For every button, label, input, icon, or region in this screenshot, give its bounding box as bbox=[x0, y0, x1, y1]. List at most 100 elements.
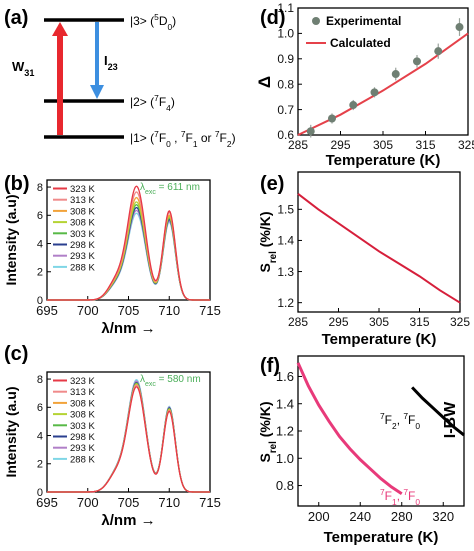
legend-label-experimental: Experimental bbox=[326, 14, 401, 28]
x-axis-label: λ/nm → bbox=[101, 320, 155, 337]
label-tail: (%/K) bbox=[257, 402, 273, 442]
subscript: 0 bbox=[166, 139, 171, 149]
y-tick-label: 0.9 bbox=[277, 52, 294, 66]
superscript: 7 bbox=[154, 129, 159, 139]
label-tail: (%/K) bbox=[257, 212, 273, 252]
y-tick-label: 1.0 bbox=[276, 451, 294, 466]
legend-label: 293 K bbox=[70, 443, 95, 454]
y-tick-label: 4 bbox=[37, 430, 43, 442]
legend-label: 323 K bbox=[70, 184, 95, 195]
label-main: W bbox=[12, 59, 25, 74]
x-axis-label: λ/nm → bbox=[101, 512, 155, 529]
subscript: 0 bbox=[167, 22, 172, 32]
subscript: 4 bbox=[166, 103, 171, 113]
label-tail: = 580 nm bbox=[156, 374, 201, 385]
x-tick-label: 315 bbox=[415, 138, 435, 152]
x-tick-label: 200 bbox=[308, 509, 330, 524]
x-tick-label: 325 bbox=[450, 315, 470, 329]
experimental-point bbox=[306, 127, 315, 136]
y-tick-label: 1.5 bbox=[277, 203, 294, 217]
label-tail: , bbox=[171, 131, 181, 145]
subscript: 0 bbox=[415, 497, 420, 507]
panel-label: (d) bbox=[260, 7, 286, 29]
superscript: 7 bbox=[380, 487, 385, 497]
y-tick-label: 0.6 bbox=[277, 128, 294, 142]
legend-label: 323 K bbox=[70, 376, 95, 387]
x-tick-label: 715 bbox=[199, 303, 221, 318]
spectrum-line bbox=[47, 185, 210, 301]
y-axis-label: Srel (%/K) bbox=[257, 402, 279, 463]
emission-arrowhead bbox=[90, 85, 104, 99]
legend-label: 293 K bbox=[70, 251, 95, 262]
energy-level-diagram: |3> (5D0)|2> (7F4)|1> (7F0 , 7F1 or 7F2)… bbox=[12, 12, 236, 149]
x-tick-label: 700 bbox=[77, 495, 99, 510]
y-tick-label: 1.4 bbox=[276, 396, 294, 411]
series-label-1: 7F1, 7F0 bbox=[380, 487, 420, 507]
y-tick-label: 2 bbox=[37, 459, 43, 471]
x-axis-label: Temperature (K) bbox=[326, 152, 441, 169]
legend-label: 308 K bbox=[70, 398, 95, 409]
level-label-2: |2> (7F4) bbox=[130, 93, 175, 113]
excitation-annotation: λexc = 611 nm bbox=[140, 182, 200, 196]
level-prefix: |2> ( bbox=[130, 95, 154, 109]
panel-label: (e) bbox=[260, 173, 284, 195]
level-label-3: |3> (5D0) bbox=[130, 12, 176, 32]
x-tick-label: 295 bbox=[330, 138, 350, 152]
subscript: rel bbox=[268, 251, 279, 263]
spectrum-line bbox=[47, 386, 210, 493]
y-tick-label: 8 bbox=[37, 374, 43, 386]
label-tail: , bbox=[397, 413, 404, 427]
subscript: exc bbox=[145, 381, 156, 388]
subscript: 31 bbox=[24, 68, 34, 78]
y-tick-label: 1.2 bbox=[276, 424, 294, 439]
y-tick-label: 6 bbox=[37, 210, 43, 222]
term-symbol: D bbox=[159, 14, 168, 28]
x-tick-label: 240 bbox=[349, 509, 371, 524]
y-tick-label: 1.3 bbox=[277, 265, 294, 279]
label-tail: ) bbox=[232, 131, 236, 145]
chart-b: 695 700 705 710 715 0 2 4 6 8 λ/nm → Intensity (a.u… bbox=[3, 179, 221, 337]
term-symbol: F bbox=[220, 131, 227, 145]
superscript: 7 bbox=[403, 411, 408, 421]
series-label-2: 7F2, 7F0 bbox=[380, 411, 420, 431]
y-axis-label: Δ bbox=[255, 76, 274, 88]
x-tick-label: 705 bbox=[118, 303, 140, 318]
x-tick-label: 285 bbox=[288, 315, 308, 329]
sensitivity-line-1 bbox=[296, 362, 403, 495]
subscript: rel bbox=[268, 441, 279, 453]
term-symbol: F bbox=[408, 413, 415, 427]
plot-frame bbox=[297, 355, 465, 507]
subscript: exc bbox=[145, 189, 156, 196]
legend-label: 308 K bbox=[70, 206, 95, 217]
superscript: 7 bbox=[403, 487, 408, 497]
panel-label: (a) bbox=[4, 7, 28, 29]
subscript: 23 bbox=[108, 62, 118, 72]
experimental-point bbox=[349, 101, 358, 110]
y-tick-label: 0 bbox=[37, 487, 43, 499]
y-tick-label: 0.8 bbox=[276, 478, 294, 493]
x-tick-label: 325 bbox=[458, 138, 474, 152]
level-prefix: |3> ( bbox=[130, 14, 154, 28]
label-tail: ) bbox=[172, 14, 176, 28]
y-tick-label: 1.1 bbox=[277, 1, 294, 15]
y-tick-label: 0 bbox=[37, 295, 43, 307]
experimental-point bbox=[434, 47, 443, 56]
legend-label: 303 K bbox=[70, 421, 95, 432]
label-main: λ bbox=[140, 182, 145, 193]
y-tick-label: 1.0 bbox=[277, 27, 294, 41]
label-main: λ bbox=[140, 374, 145, 385]
experimental-point bbox=[413, 57, 421, 66]
panel-label: (b) bbox=[4, 173, 30, 195]
y-tick-label: 4 bbox=[37, 238, 43, 250]
vertical-annotation: I-BW bbox=[442, 401, 459, 438]
subscript: 2 bbox=[392, 421, 397, 431]
level-prefix: |1> ( bbox=[130, 131, 154, 145]
y-tick-label: 1.6 bbox=[276, 369, 294, 384]
term-symbol: F bbox=[385, 489, 392, 503]
y-tick-label: 6 bbox=[37, 402, 43, 414]
chart-d: 285 295 305 315 325 0.6 0.7 0.8 0.9 1.0 1.1 Tempera… bbox=[255, 1, 474, 169]
term-symbol: F bbox=[186, 131, 193, 145]
sensitivity-line bbox=[297, 192, 461, 304]
subscript: 0 bbox=[415, 421, 420, 431]
